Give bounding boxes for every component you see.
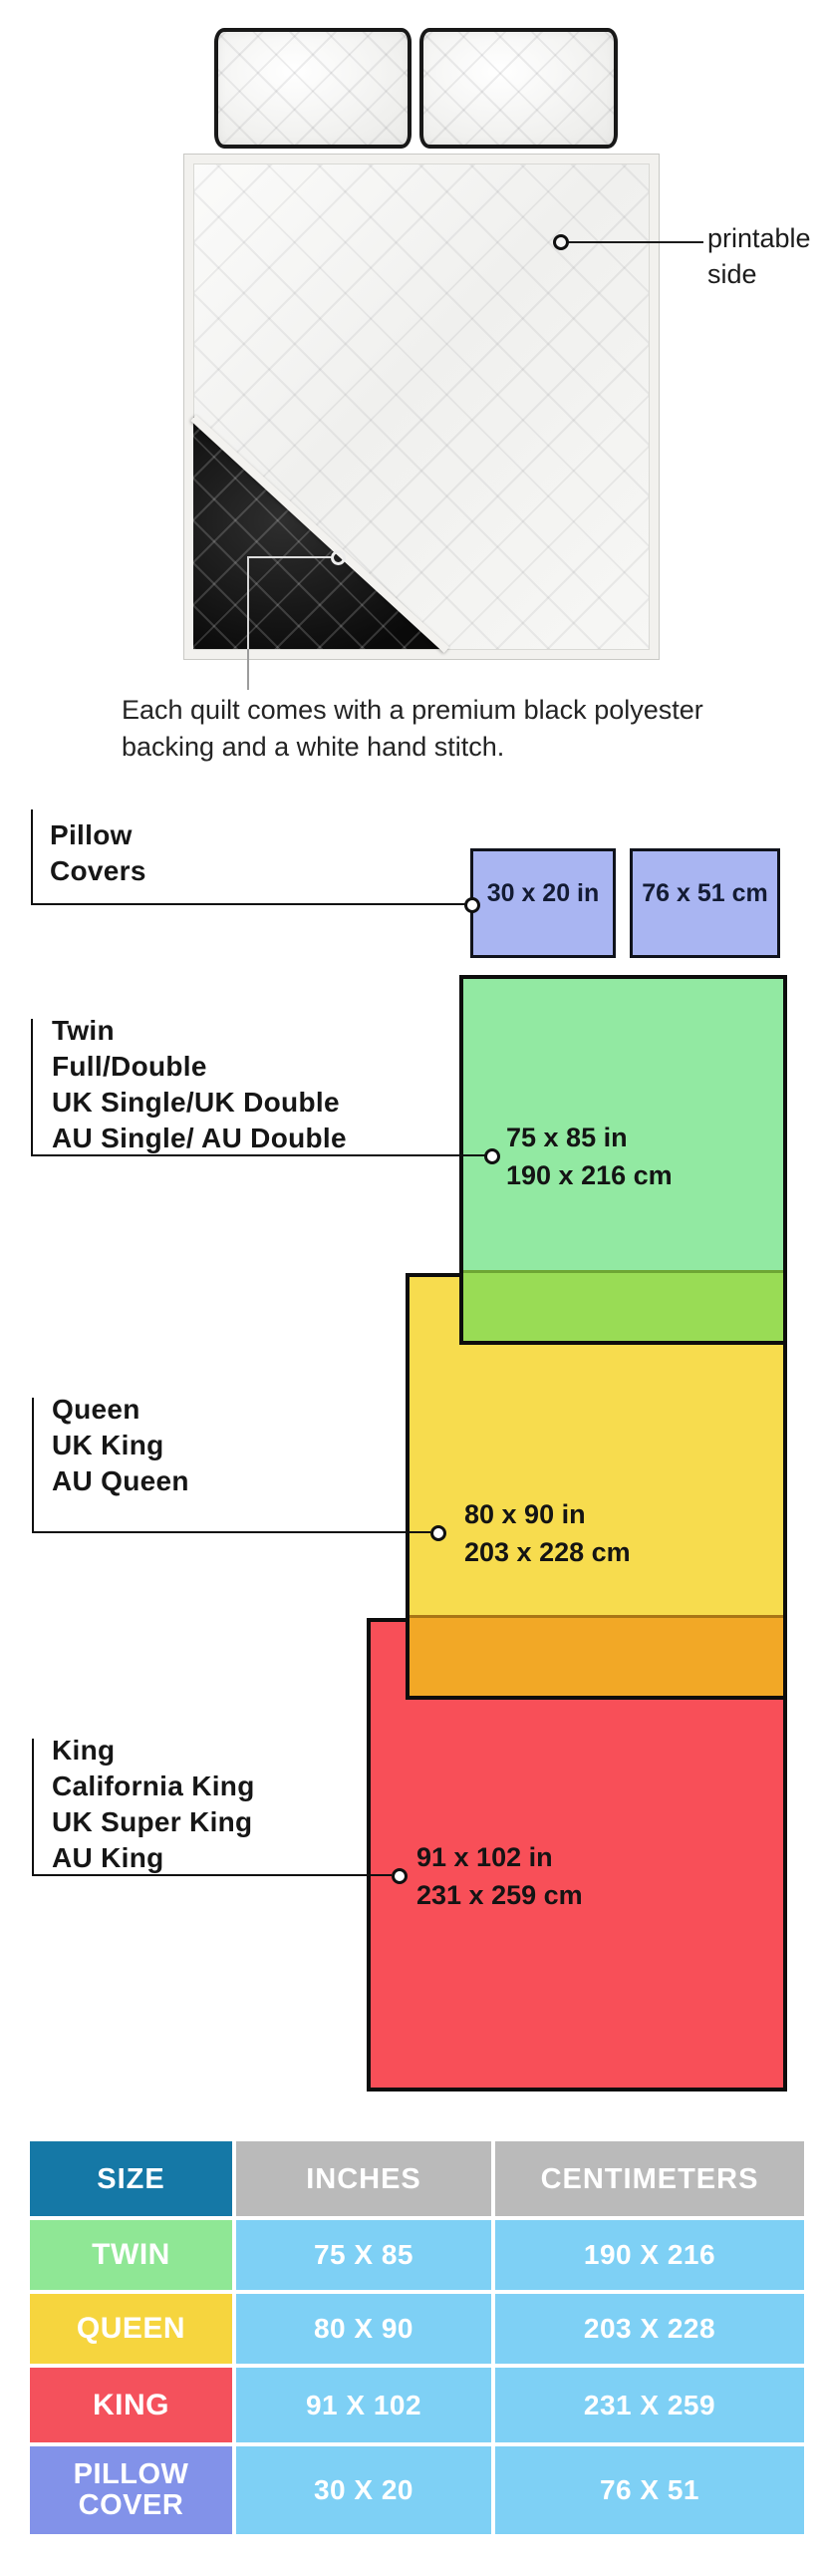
printable-side-callout-dot [553, 234, 569, 250]
queen-size-label: 80 x 90 in 203 x 228 cm [464, 1499, 631, 1567]
queen-callout-dot [430, 1525, 446, 1541]
twin-names-label: Twin Full/Double UK Single/UK Double AU … [52, 1013, 347, 1156]
table-row-king-label: KING [30, 2368, 232, 2442]
twin-callout-line-h [31, 1154, 485, 1156]
pillow-covers-callout-dot [464, 897, 480, 913]
twin-callout-dot [484, 1148, 500, 1164]
table-header-inches: INCHES [236, 2141, 491, 2216]
table-row-twin-inches: 75 X 85 [236, 2220, 491, 2290]
pillow-cover-cm-rect: 76 x 51 cm [630, 848, 780, 958]
table-row-pillow-cover-label: PILLOW COVER [30, 2446, 232, 2534]
king-name-line: AU King [52, 1842, 164, 1873]
pillow-cover-inches-size: 30 x 20 in [486, 878, 600, 907]
queen-king-overlap-band [410, 1615, 783, 1696]
pillow-covers-callout-line-h [31, 903, 465, 905]
table-row-twin-label: TWIN [30, 2220, 232, 2290]
pillow-illustration-right [419, 28, 618, 149]
table-row-king-inches: 91 X 102 [236, 2368, 491, 2442]
backing-caption: Each quilt comes with a premium black po… [122, 695, 703, 762]
king-size-label: 91 x 102 in 231 x 259 cm [416, 1842, 583, 1910]
queen-names-label: Queen UK King AU Queen [52, 1392, 189, 1499]
twin-name-line: AU Single/ AU Double [52, 1123, 347, 1153]
twin-size-label: 75 x 85 in 190 x 216 cm [506, 1123, 673, 1190]
queen-name-line: UK King [52, 1430, 164, 1460]
pillow-covers-callout-line-v [31, 809, 33, 905]
king-callout-line-h [32, 1874, 392, 1876]
pillow-cover-cm-size: 76 x 51 cm [642, 878, 768, 907]
black-backing-callout-line-h [248, 556, 333, 558]
table-row-queen-label: QUEEN [30, 2294, 232, 2364]
pillow-covers-label: Pillow Covers [50, 819, 146, 886]
black-backing-callout-line-v-light [247, 649, 249, 690]
table-row-king-centimeters: 231 X 259 [495, 2368, 804, 2442]
table-row-queen-centimeters: 203 X 228 [495, 2294, 804, 2364]
table-row-twin-centimeters: 190 X 216 [495, 2220, 804, 2290]
table-row-pillow-cover-inches: 30 X 20 [236, 2446, 491, 2534]
queen-name-line: Queen [52, 1394, 140, 1425]
king-names-label: King California King UK Super King AU Ki… [52, 1733, 255, 1876]
black-backing-callout-dot [331, 550, 346, 565]
pillow-illustration-left [214, 28, 412, 149]
twin-queen-overlap-band [463, 1270, 783, 1341]
king-name-line: UK Super King [52, 1806, 253, 1837]
queen-name-line: AU Queen [52, 1465, 189, 1496]
table-header-centimeters: CENTIMETERS [495, 2141, 804, 2216]
twin-size-rect [459, 975, 787, 1345]
queen-callout-line-h [32, 1531, 430, 1533]
black-backing-callout-line-v-dark [247, 556, 249, 649]
twin-name-line: Twin [52, 1015, 115, 1046]
king-callout-dot [392, 1868, 408, 1884]
queen-callout-line-v [32, 1398, 34, 1533]
twin-callout-line-v [31, 1019, 33, 1156]
king-name-line: King [52, 1735, 116, 1766]
printable-side-label: printable side [707, 223, 811, 289]
king-name-line: California King [52, 1771, 255, 1801]
table-row-pillow-cover-centimeters: 76 X 51 [495, 2446, 804, 2534]
table-row-queen-inches: 80 X 90 [236, 2294, 491, 2364]
twin-name-line: UK Single/UK Double [52, 1087, 340, 1118]
king-callout-line-v [32, 1739, 34, 1876]
twin-name-line: Full/Double [52, 1051, 207, 1082]
table-header-size: SIZE [30, 2141, 232, 2216]
size-table: SIZE INCHES CENTIMETERS TWIN 75 X 85 190… [30, 2141, 804, 2534]
printable-side-callout-line [568, 241, 703, 243]
pillow-cover-inches-rect: 30 x 20 in [470, 848, 616, 958]
